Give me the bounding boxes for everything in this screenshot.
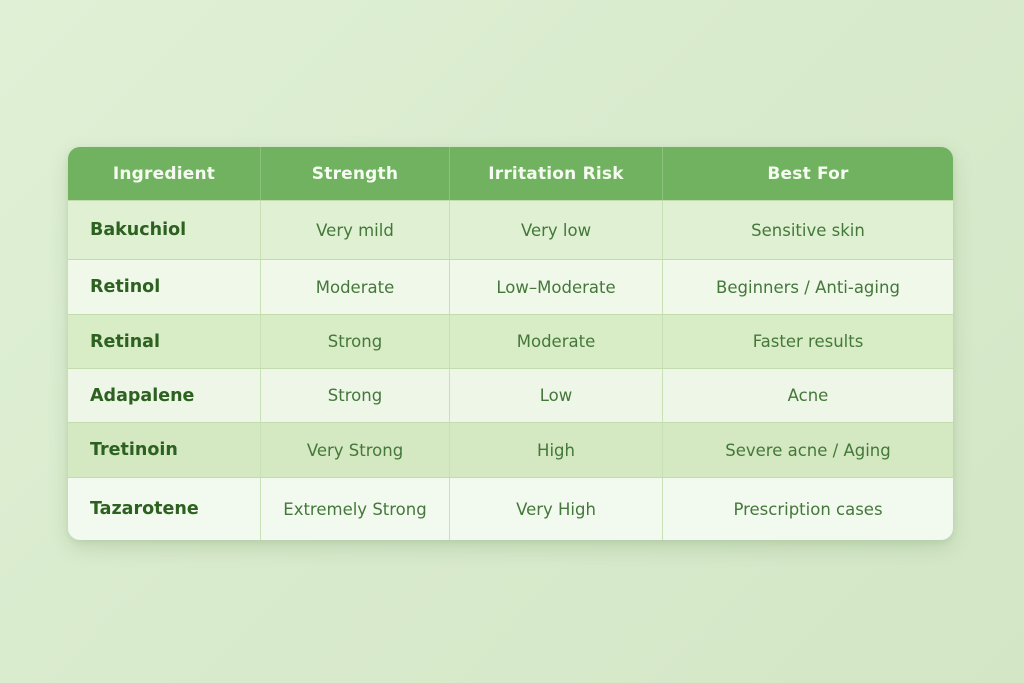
table-row: Adapalene Strong Low Acne: [68, 368, 953, 422]
irritation-risk-cell: High: [450, 423, 663, 477]
ingredient-cell: Retinal: [68, 315, 261, 368]
ingredient-cell: Bakuchiol: [68, 201, 261, 259]
column-header-best-for: Best For: [767, 163, 849, 184]
column-header-strength: Strength: [261, 147, 450, 200]
irritation-risk-cell: Low: [450, 369, 663, 422]
table-row: Bakuchiol Very mild Very low Sensitive s…: [68, 200, 953, 259]
best-for-cell: Prescription cases: [733, 499, 883, 519]
strength-cell: Moderate: [261, 260, 450, 314]
best-for-cell: Faster results: [752, 332, 864, 351]
table-row: Tazarotene Extremely Strong Very High Pr…: [68, 477, 953, 540]
best-for-cell: Severe acne / Aging: [725, 440, 891, 460]
table-row: Retinal Strong Moderate Faster results: [68, 314, 953, 368]
column-header-ingredient: Ingredient: [68, 147, 261, 200]
irritation-risk-cell: Moderate: [450, 315, 663, 368]
table-header-row: Ingredient Strength Irritation Risk Best…: [68, 147, 953, 200]
ingredient-cell: Tretinoin: [68, 423, 261, 477]
table-row: Tretinoin Very Strong High Severe acne /…: [68, 422, 953, 477]
irritation-risk-cell: Very low: [450, 201, 663, 259]
table-row: Retinol Moderate Low–Moderate Beginners …: [68, 259, 953, 314]
irritation-risk-cell: Very High: [450, 478, 663, 540]
best-for-cell: Acne: [787, 386, 829, 405]
ingredient-cell: Adapalene: [68, 369, 261, 422]
retinoid-comparison-table: Ingredient Strength Irritation Risk Best…: [68, 147, 953, 540]
column-header-irritation-risk: Irritation Risk: [450, 147, 663, 200]
best-for-cell: Beginners / Anti-aging: [716, 277, 900, 297]
ingredient-cell: Retinol: [68, 260, 261, 314]
strength-cell: Strong: [261, 369, 450, 422]
best-for-cell: Sensitive skin: [751, 220, 865, 240]
strength-cell: Very mild: [261, 201, 450, 259]
strength-cell: Strong: [261, 315, 450, 368]
strength-cell: Very Strong: [261, 423, 450, 477]
ingredient-cell: Tazarotene: [68, 478, 261, 540]
strength-cell: Extremely Strong: [261, 478, 450, 540]
irritation-risk-cell: Low–Moderate: [450, 260, 663, 314]
